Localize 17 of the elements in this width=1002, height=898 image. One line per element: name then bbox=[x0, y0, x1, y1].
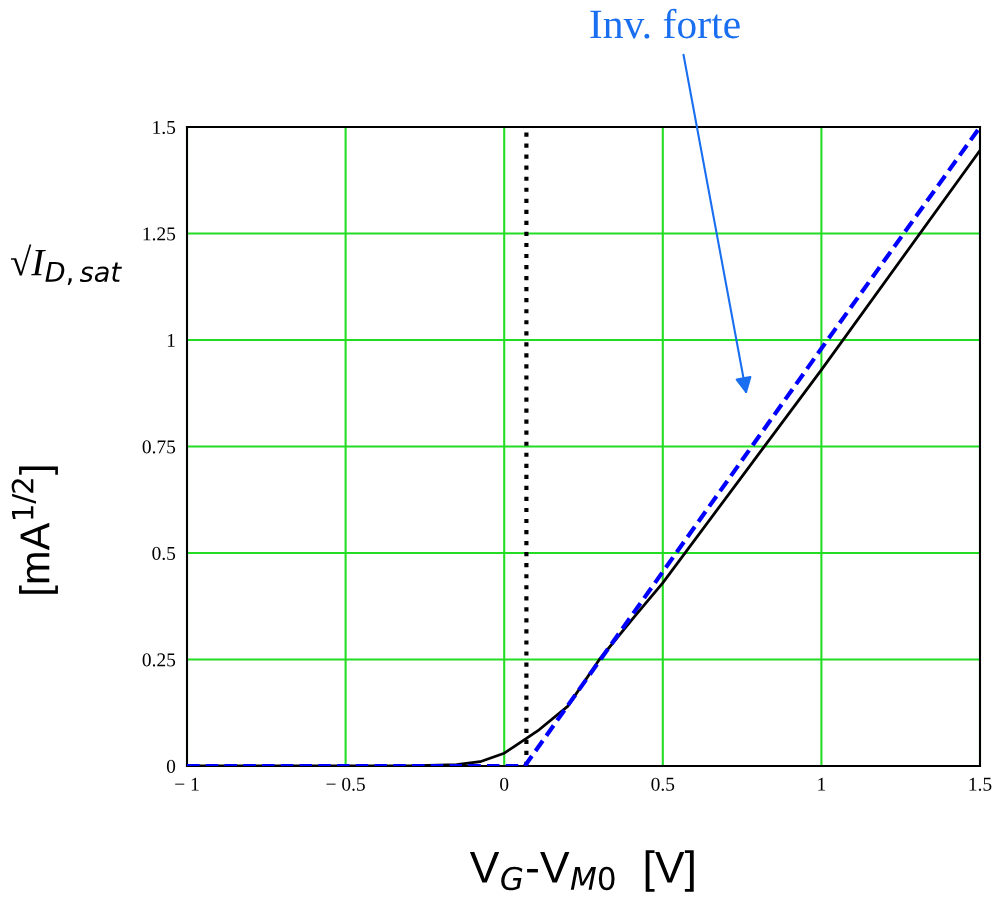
y-tick-label: 1.5 bbox=[153, 120, 176, 135]
x-tick-label: 1 bbox=[818, 777, 826, 791]
y-tick-label: 0.75 bbox=[142, 440, 176, 454]
x-tick-label: 0 bbox=[500, 777, 509, 791]
x-tick-label: 0.5 bbox=[651, 777, 675, 791]
y-tick-label: 1 bbox=[167, 333, 175, 347]
y-tick-label: 1.25 bbox=[143, 227, 176, 241]
x-axis-title: V$_{G}$-V$_{M0}$ [V] bbox=[469, 850, 694, 892]
x-tick-label: 1.5 bbox=[969, 777, 992, 791]
y-tick-label: 0.25 bbox=[142, 653, 176, 667]
y-tick-label: 0.5 bbox=[152, 546, 176, 561]
y-tick-label: 0 bbox=[166, 759, 176, 773]
y-axis-title: [mA$^{1/2}$] bbox=[11, 466, 58, 594]
x-tick-label: − 1 bbox=[175, 777, 199, 791]
text: Inv. forte bbox=[590, 8, 740, 39]
x-tick-label: − 0.5 bbox=[326, 777, 365, 791]
text: √I$_{D,sat}$ bbox=[10, 244, 122, 285]
